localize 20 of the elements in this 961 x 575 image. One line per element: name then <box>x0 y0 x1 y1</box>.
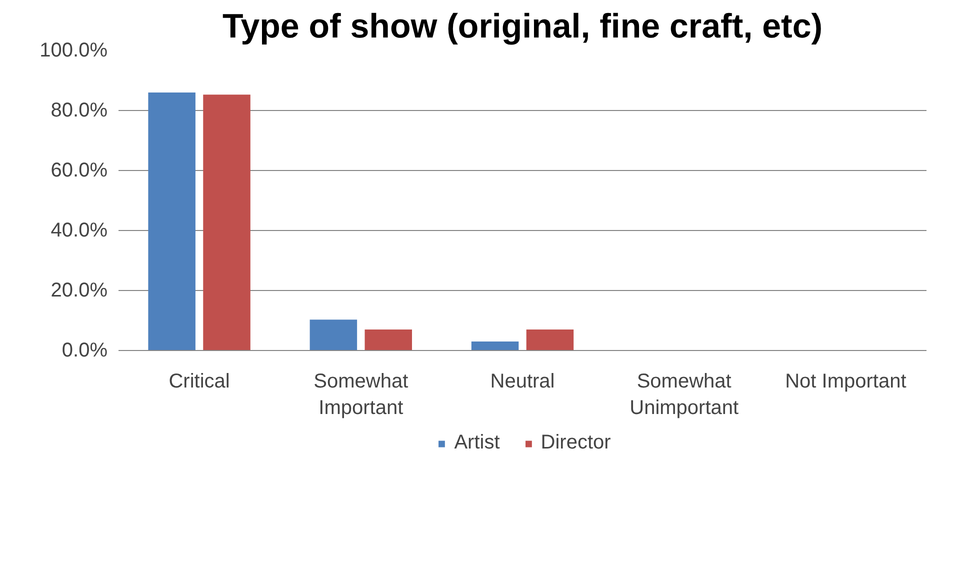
x-tick-label: Somewhat Unimportant <box>630 370 740 419</box>
bar <box>364 330 412 350</box>
y-tick-label: 80.0% <box>50 100 108 122</box>
x-tick-label: Somewhat Important <box>314 370 409 419</box>
y-tick-label: 40.0% <box>50 220 108 242</box>
chart-title: Type of show (original, fine craft, etc) <box>222 8 823 46</box>
y-tick-label: 60.0% <box>50 160 108 182</box>
bar <box>203 94 250 350</box>
x-tick-label: Neutral <box>490 370 555 392</box>
y-tick-label: 0.0% <box>62 340 108 362</box>
legend-label: Director <box>540 432 611 454</box>
x-tick-label: Not Important <box>785 370 907 392</box>
y-tick-label: 20.0% <box>50 280 108 302</box>
bar <box>148 92 196 350</box>
bar <box>471 342 519 350</box>
x-tick-label: Critical <box>168 370 230 392</box>
bar <box>526 330 574 350</box>
y-tick-label: 100.0% <box>40 40 108 62</box>
bar <box>310 320 358 350</box>
legend-label: Artist <box>454 432 500 454</box>
